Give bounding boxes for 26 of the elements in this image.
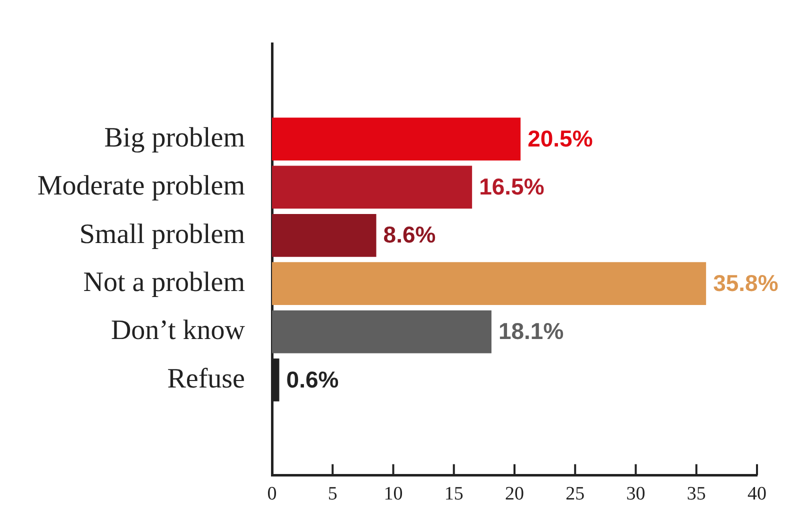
x-tick-label: 5: [328, 484, 338, 505]
y-tick-label: Small problem: [79, 218, 246, 250]
bar: [272, 262, 706, 306]
data-label: 0.6%: [286, 366, 339, 392]
bar: [272, 214, 376, 257]
x-tick-label: 20: [505, 484, 524, 505]
data-label: 8.6%: [383, 222, 436, 248]
x-tick-label: 0: [267, 484, 277, 505]
x-tick-label: 30: [626, 484, 646, 505]
x-tick-label: 40: [748, 484, 766, 505]
y-tick-label: Refuse: [167, 363, 245, 394]
data-label: 16.5%: [479, 174, 544, 200]
data-label: 35.8%: [713, 270, 778, 296]
y-tick-label: Not a problem: [83, 266, 246, 298]
x-tick-label: 35: [686, 484, 706, 505]
x-tick-label: 25: [566, 484, 585, 505]
x-tick-label: 15: [444, 484, 464, 505]
data-label: 18.1%: [498, 318, 564, 344]
y-tick-label: Moderate problem: [37, 170, 246, 202]
y-tick-label: Big problem: [104, 122, 246, 154]
x-tick-label: 10: [384, 484, 403, 505]
bar: [272, 310, 492, 354]
data-label: 20.5%: [528, 125, 593, 152]
bar: [272, 166, 472, 209]
y-tick-label: Don’t know: [110, 315, 246, 346]
bar: [272, 118, 521, 160]
